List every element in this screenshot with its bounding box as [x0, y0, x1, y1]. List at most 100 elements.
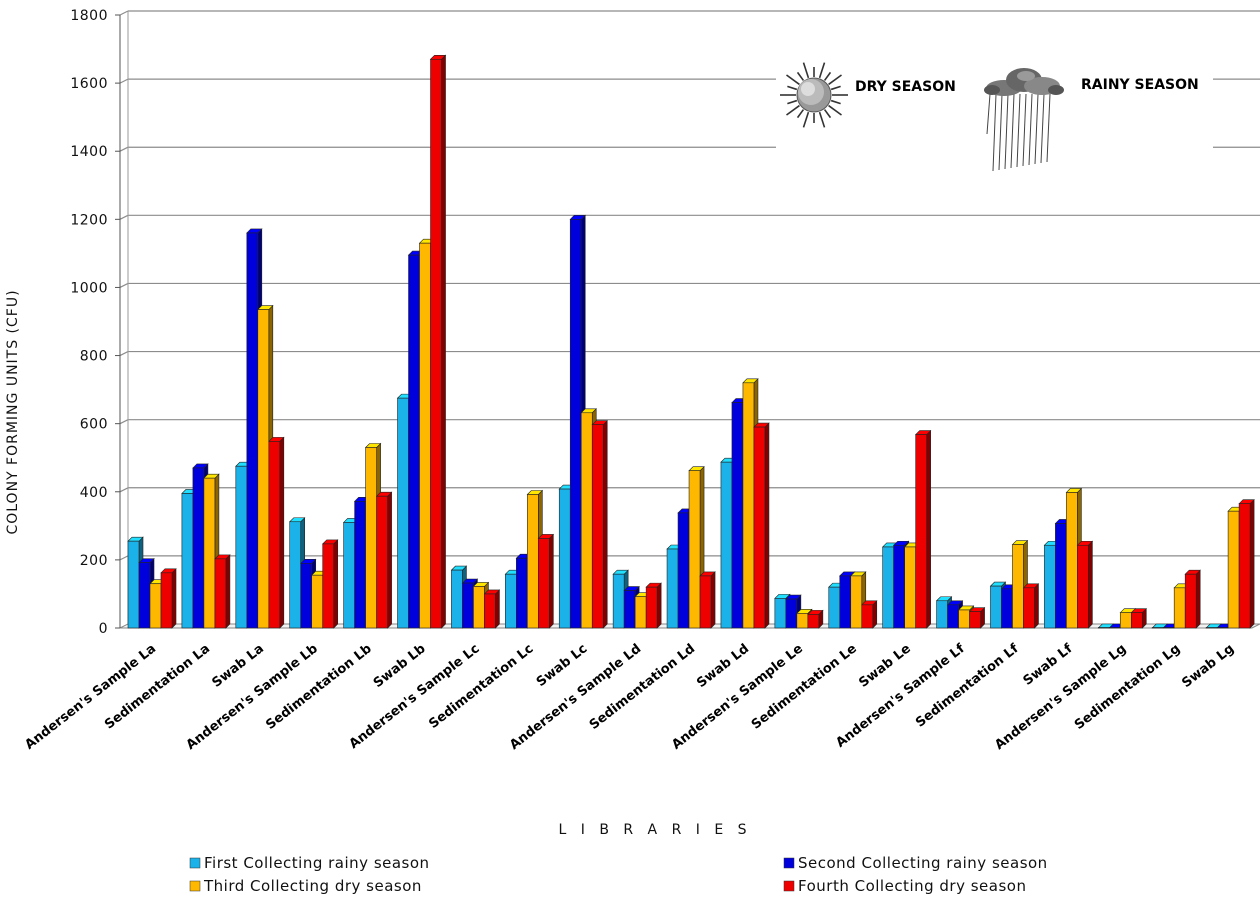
- bar-front: [300, 562, 313, 629]
- bar-front: [612, 573, 625, 629]
- bar-front: [785, 598, 798, 629]
- bar-front: [473, 586, 485, 629]
- sun-ray: [828, 104, 842, 116]
- y-tick-label: 1400: [70, 144, 108, 160]
- gridline-depth: [119, 487, 129, 493]
- bar-front: [861, 604, 874, 629]
- y-tick-label: 600: [80, 417, 108, 433]
- bar-side: [225, 554, 231, 629]
- legend-label-first: First Collecting rainy season: [204, 854, 430, 872]
- bar-front: [1066, 492, 1078, 629]
- bar-front: [343, 522, 355, 629]
- rain-drop-line: [1034, 93, 1039, 165]
- sun-ray: [818, 62, 826, 79]
- bar-side: [764, 422, 770, 629]
- bar-side: [549, 533, 554, 629]
- x-tick-label: Sedimentation Lb: [263, 641, 374, 733]
- bar: [861, 600, 878, 629]
- rain-drop-line: [1046, 93, 1051, 163]
- x-tick-label: Sedimentation Lg: [1072, 641, 1183, 733]
- bar-front: [742, 382, 755, 629]
- bar-front: [419, 242, 431, 629]
- bar-side: [602, 419, 608, 629]
- rain-drop-line: [1040, 93, 1045, 164]
- bar-front: [666, 548, 679, 629]
- bar: [699, 571, 716, 629]
- bar-front: [1108, 627, 1121, 629]
- bar-side: [872, 600, 878, 629]
- sun-ray: [796, 71, 805, 81]
- y-tick-label: 0: [99, 621, 108, 637]
- bar-front: [1184, 573, 1197, 629]
- bar: [483, 589, 501, 629]
- x-tick-label: Sedimentation Ld: [587, 641, 698, 733]
- bar-front: [127, 540, 140, 629]
- bar-side: [926, 429, 931, 629]
- bar-front: [1044, 544, 1056, 629]
- bar-front: [569, 219, 582, 629]
- gridline-depth: [119, 282, 129, 288]
- bar-front: [214, 558, 227, 629]
- bar-front: [969, 611, 981, 629]
- bar-front: [203, 477, 216, 629]
- bar-side: [656, 582, 662, 629]
- rainy-season-label: RAINY SEASON: [1081, 77, 1199, 93]
- legend-item-first: First Collecting rainy season: [189, 854, 430, 872]
- y-tick-label: 1200: [70, 212, 108, 228]
- bar-front: [623, 590, 636, 629]
- bar-front: [893, 544, 905, 629]
- bar-front: [699, 575, 712, 629]
- bar-side: [495, 589, 500, 629]
- bar-front: [990, 585, 1002, 629]
- bar-side: [387, 491, 392, 629]
- bar-front: [354, 501, 366, 629]
- bar-side: [710, 571, 716, 629]
- x-tick-label: Sedimentation Lc: [426, 641, 536, 732]
- bar-side: [333, 539, 339, 629]
- bar-front: [807, 614, 820, 629]
- bar: [429, 54, 447, 629]
- rain-drop-line: [1022, 93, 1027, 167]
- bar-front: [634, 596, 647, 629]
- x-tick-label: Swab Lg: [1179, 641, 1237, 691]
- bar-front: [1001, 588, 1013, 629]
- legend-label-second: Second Collecting rainy season: [798, 854, 1048, 872]
- y-tick-labels: 0 200 400 600 800 1000 1200 1400 1600 1800: [70, 8, 108, 637]
- y-tick-label: 1000: [70, 280, 108, 296]
- bar-front: [246, 232, 259, 629]
- bar-front: [1119, 612, 1132, 629]
- bar: [753, 422, 770, 629]
- bar: [321, 539, 339, 629]
- legend-swatch-fourth: [783, 880, 795, 892]
- sun-ray: [830, 85, 841, 91]
- bar-front: [192, 467, 205, 629]
- y-tick-label: 1600: [70, 76, 108, 92]
- bars: [127, 54, 1255, 629]
- x-axis-title: L I B R A R I E S: [558, 822, 751, 838]
- rain-drop-line: [1016, 93, 1021, 168]
- bar-front: [516, 557, 528, 629]
- y-tick-label: 200: [80, 553, 108, 569]
- rain-drop-line: [998, 93, 1003, 171]
- bar-front: [1151, 627, 1164, 629]
- bar-front: [257, 309, 270, 629]
- bar-front: [538, 538, 550, 629]
- bar-front: [527, 494, 539, 629]
- x-tick-label: Sedimentation Le: [749, 641, 860, 732]
- bar: [537, 533, 555, 629]
- legend-item-third: Third Collecting dry season: [189, 877, 421, 895]
- bar-front: [451, 569, 463, 629]
- bar-front: [688, 470, 701, 629]
- bar-side: [1249, 498, 1255, 629]
- sun-ray: [823, 71, 832, 81]
- sun-icon: [780, 62, 848, 128]
- bar-front: [591, 424, 604, 629]
- bar-side: [279, 436, 285, 629]
- y-tick-label: 1800: [70, 8, 108, 24]
- bar-front: [1173, 587, 1186, 629]
- sun-ray: [796, 109, 805, 119]
- bar: [1238, 498, 1255, 629]
- bar: [1076, 540, 1094, 629]
